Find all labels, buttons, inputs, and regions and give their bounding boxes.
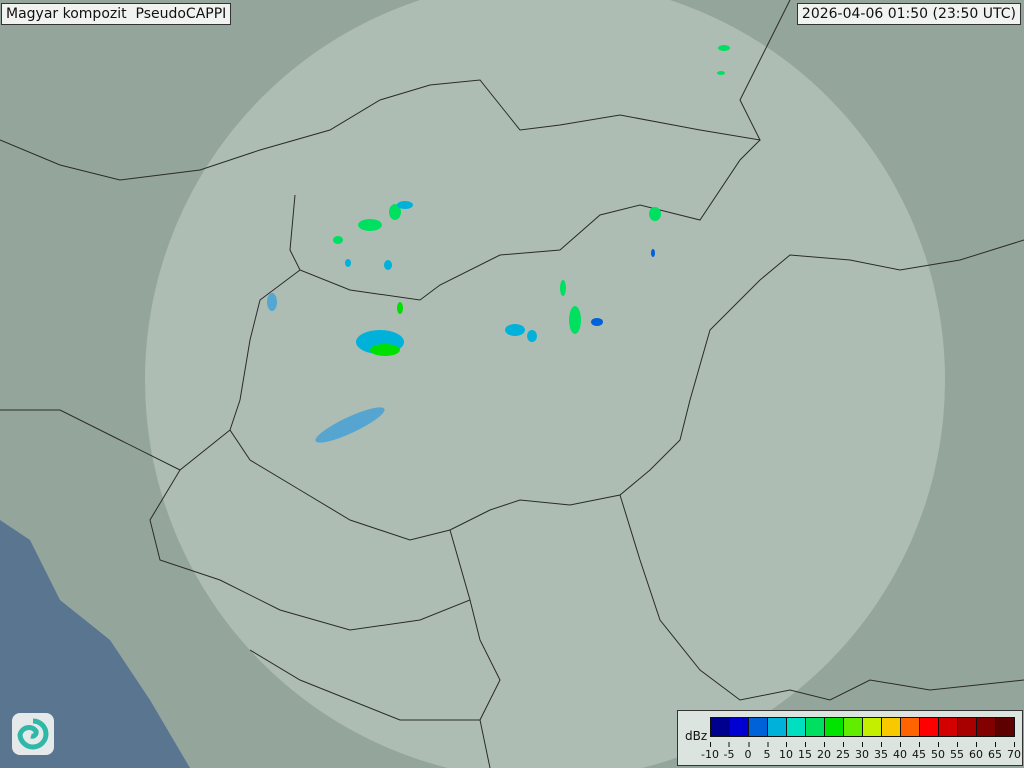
legend-tick-label: 50 (931, 742, 945, 761)
legend-tick-label: 0 (745, 742, 752, 761)
legend-tick-label: 35 (874, 742, 888, 761)
radar-echoes (333, 45, 730, 356)
lakes (267, 293, 385, 443)
legend-color-bar (710, 717, 1015, 737)
legend-swatch (711, 718, 730, 736)
legend-tick-label: 5 (764, 742, 771, 761)
legend-swatch (920, 718, 939, 736)
radar-coverage-area (145, 0, 945, 768)
legend-swatch (977, 718, 996, 736)
legend-ticks: -10 -5 0 5 10 15 20 25 30 35 40 45 50 55 60 65 70 (700, 742, 1021, 762)
legend-swatch (939, 718, 958, 736)
legend-swatch (844, 718, 863, 736)
legend-swatch (901, 718, 920, 736)
legend-tick-label: 55 (950, 742, 964, 761)
legend-tick-label: 10 (779, 742, 793, 761)
legend-tick-label: 30 (855, 742, 869, 761)
legend-unit: dBz (685, 729, 708, 743)
legend-swatch (825, 718, 844, 736)
legend-tick-label: 40 (893, 742, 907, 761)
timestamp-label: 2026-04-06 01:50 (23:50 UTC) (796, 3, 1021, 25)
legend-tick-label: 60 (969, 742, 983, 761)
legend-swatch (863, 718, 882, 736)
legend-swatch (882, 718, 901, 736)
legend-swatch (958, 718, 977, 736)
legend-tick-label: 70 (1007, 742, 1021, 761)
legend-swatch (996, 718, 1014, 736)
adriatic-sea (0, 520, 190, 768)
lake-neusiedl (267, 293, 277, 311)
lake-balaton (315, 407, 385, 443)
swirl-logo-icon (12, 713, 54, 755)
legend-swatch (768, 718, 787, 736)
legend-tick-label: 20 (817, 742, 831, 761)
legend-swatch (749, 718, 768, 736)
legend-tick-label: -5 (724, 742, 734, 761)
dbz-color-legend: dBz -10 -5 0 5 10 15 20 25 30 35 40 45 50 55 60 65 70 (677, 710, 1023, 766)
legend-tick-label: 45 (912, 742, 926, 761)
product-title: Magyar kompozit PseudoCAPPI (1, 3, 232, 25)
legend-tick-label: 65 (988, 742, 1002, 761)
legend-tick-label: -10 (701, 742, 719, 761)
legend-tick-label: 15 (798, 742, 812, 761)
legend-swatch (787, 718, 806, 736)
legend-tick-label: 25 (836, 742, 850, 761)
legend-swatch (730, 718, 749, 736)
legend-swatch (806, 718, 825, 736)
